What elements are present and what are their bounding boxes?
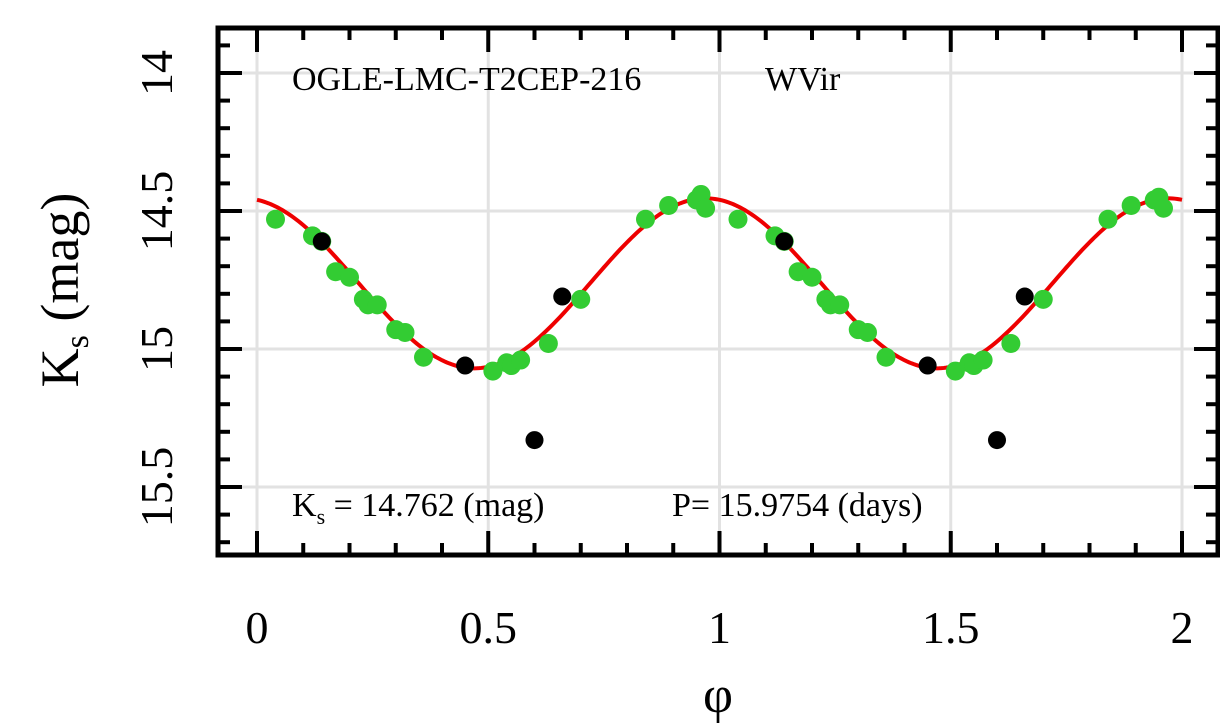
x-tick-label: 1: [708, 602, 731, 653]
ks-info-label: K: [292, 487, 317, 524]
observation-point: [266, 209, 285, 229]
star-name: OGLE-LMC-T2CEP-216: [292, 61, 641, 98]
x-tick-label: 2: [1171, 602, 1194, 653]
outlier-point: [918, 356, 937, 375]
x-tick-labels: 0 0.5 1 1.5 2: [246, 602, 1194, 653]
ks-info: Ks = 14.762 (mag): [292, 487, 544, 529]
observation-point: [830, 295, 850, 315]
outlier-point: [988, 431, 1006, 450]
outlier-point: [775, 232, 794, 251]
y-axis-label-unit: (mag): [30, 193, 90, 335]
observation-point: [802, 267, 822, 287]
observation-point: [858, 322, 877, 342]
x-tick-label: 0: [246, 602, 269, 653]
outlier-point: [312, 232, 331, 251]
outlier-point: [525, 431, 544, 450]
observation-point: [696, 198, 716, 218]
x-axis-label: φ: [703, 667, 733, 724]
outlier-points: [312, 232, 1034, 450]
y-tick-label: 14.5: [131, 171, 182, 252]
x-tick-label: 0.5: [460, 602, 518, 653]
y-axis-label-sub: s: [59, 335, 96, 348]
observation-point: [659, 195, 679, 215]
ks-info-sub: s: [317, 504, 326, 529]
outlier-point: [553, 287, 572, 306]
observation-point: [414, 347, 433, 367]
observation-point: [1033, 289, 1053, 309]
y-tick-labels: 14 14.5 15 15.5: [131, 50, 182, 527]
observation-point: [728, 209, 748, 229]
x-tick-label: 1.5: [922, 602, 980, 653]
plot-frame: [215, 25, 1220, 558]
observation-point: [636, 209, 655, 229]
period-info: P= 15.9754 (days): [672, 487, 923, 524]
outlier-point: [1015, 287, 1034, 306]
y-axis-label: Ks (mag): [30, 193, 96, 388]
observation-point: [945, 361, 965, 381]
y-tick-label: 14: [131, 50, 182, 96]
grid: [218, 28, 1218, 555]
observation-point: [1154, 198, 1173, 218]
observation-point: [1121, 195, 1141, 215]
observation-points: [266, 184, 1173, 381]
observation-point: [367, 295, 387, 315]
observation-point: [483, 361, 503, 381]
observation-point: [511, 350, 531, 370]
observation-point: [1001, 333, 1021, 353]
y-axis-label-main: K: [30, 348, 90, 387]
y-tick-label: 15: [131, 326, 182, 372]
outlier-point: [456, 356, 475, 375]
ks-info-value: = 14.762 (mag): [325, 487, 544, 524]
y-tick-label: 15.5: [131, 447, 182, 528]
observation-point: [1098, 209, 1118, 229]
observation-point: [973, 350, 993, 370]
observation-point: [538, 333, 558, 353]
observation-point: [340, 267, 359, 287]
observation-point: [395, 322, 415, 342]
observation-point: [876, 347, 896, 367]
variable-class: WVir: [765, 61, 841, 98]
observation-point: [571, 289, 591, 309]
